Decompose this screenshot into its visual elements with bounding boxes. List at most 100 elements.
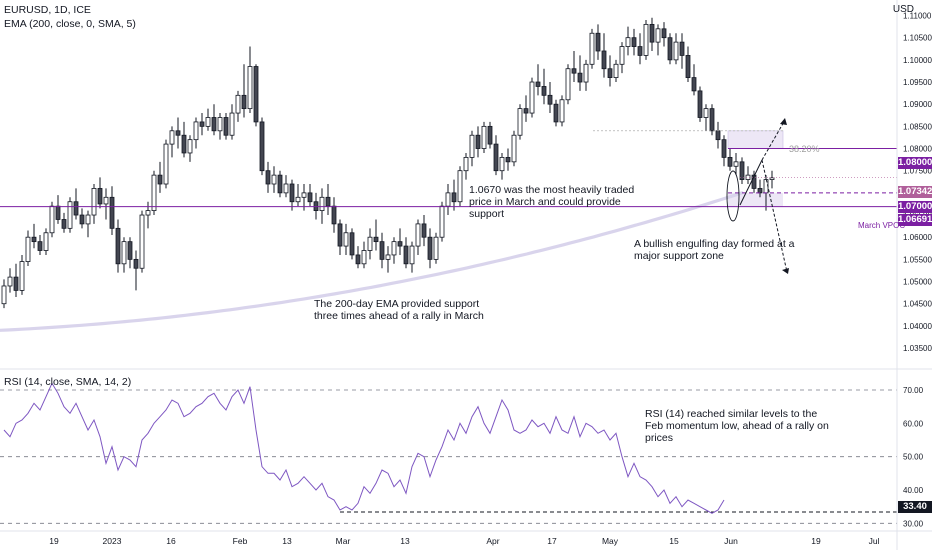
- candle-body: [685, 55, 691, 78]
- candle-body: [319, 196, 325, 212]
- candle-body: [265, 170, 271, 185]
- time-tick-label: 17: [547, 536, 557, 546]
- time-tick-label: 2023: [103, 536, 122, 546]
- candle-body: [697, 90, 703, 118]
- candle-body: [565, 68, 571, 101]
- candle-body: [607, 68, 613, 78]
- candle-body: [241, 94, 247, 110]
- vpoc-label: March VPOC: [858, 221, 906, 230]
- rsi-layer: [0, 382, 897, 524]
- candle-body: [457, 170, 463, 203]
- candle-body: [235, 94, 241, 114]
- drawings-layer: [0, 118, 897, 274]
- candle-body: [673, 41, 679, 61]
- candle-body: [391, 241, 397, 256]
- candle-body: [283, 183, 289, 194]
- candle-body: [745, 174, 751, 180]
- price-tick-label: 1.08500: [903, 122, 932, 131]
- bull-arrowhead: [780, 118, 787, 125]
- candle-body: [349, 232, 355, 256]
- candle-body: [643, 23, 649, 56]
- candle-body: [7, 276, 13, 287]
- price-tag-1-07: 1.07000: [898, 201, 932, 213]
- candle-body: [379, 241, 385, 260]
- candle-body: [691, 77, 697, 92]
- candle-body: [325, 196, 331, 207]
- candle-body: [103, 196, 109, 205]
- candle-body: [361, 250, 367, 265]
- candle-body: [127, 241, 133, 260]
- candle-body: [97, 188, 103, 205]
- candle-body: [307, 192, 313, 203]
- price-tick-label: 1.06000: [903, 233, 932, 242]
- candle-body: [757, 188, 763, 194]
- traded-price-annotation: 1.0670 was the most heavily traded price…: [469, 184, 635, 220]
- bull-path-solid: [739, 159, 763, 206]
- price-tick-label: 1.11000: [903, 12, 932, 21]
- candle-body: [409, 245, 415, 265]
- candle-body: [91, 188, 97, 216]
- candle-body: [403, 245, 409, 265]
- bear-arrowhead: [782, 268, 789, 274]
- symbol-legend[interactable]: EURUSD, 1D, ICE: [4, 4, 91, 16]
- candle-body: [61, 219, 67, 229]
- candle-body: [73, 201, 79, 216]
- candle-body: [637, 46, 643, 56]
- candle-body: [115, 227, 121, 265]
- price-tick-label: 1.04000: [903, 322, 932, 331]
- candle-body: [535, 81, 541, 87]
- price-tick-label: 1.08000: [903, 145, 932, 154]
- candle-body: [79, 214, 85, 225]
- candle-body: [373, 236, 379, 243]
- candle-body: [415, 223, 421, 247]
- candle-body: [151, 174, 157, 212]
- candle-body: [43, 232, 49, 251]
- candle-body: [229, 112, 235, 136]
- candle-body: [271, 174, 277, 185]
- candle-body: [655, 28, 661, 43]
- candle-body: [247, 66, 253, 110]
- candle-body: [439, 205, 445, 238]
- currency-label: USD: [892, 4, 914, 15]
- candle-body: [295, 196, 301, 203]
- ema-200-layer: [0, 191, 744, 332]
- candle-body: [433, 236, 439, 260]
- candle-body: [331, 205, 337, 225]
- price-tick-label: 1.09000: [903, 100, 932, 109]
- engulfing-ellipse: [726, 170, 740, 222]
- candle-body: [577, 72, 583, 83]
- candle-body: [595, 32, 601, 52]
- candle-body: [469, 134, 475, 158]
- candle-body: [427, 236, 433, 260]
- candle-body: [739, 161, 745, 180]
- candle-body: [85, 214, 91, 225]
- candle-body: [559, 99, 565, 123]
- candle-body: [517, 108, 523, 136]
- candle-body: [571, 68, 577, 74]
- candle-body: [67, 201, 73, 229]
- rsi-tick-label: 70.00: [903, 386, 924, 395]
- candle-body: [385, 254, 391, 260]
- candle-body: [337, 223, 343, 247]
- ema-legend[interactable]: EMA (200, close, 0, SMA, 5): [4, 18, 136, 30]
- candle-body: [679, 41, 685, 56]
- candles-layer: [1, 17, 775, 309]
- candle-body: [727, 156, 733, 167]
- support-zone-layer: [727, 130, 784, 207]
- candle-body: [13, 276, 19, 291]
- candle-body: [157, 174, 163, 185]
- price-tick-label: 1.10000: [903, 56, 932, 65]
- ema-200-line: [0, 191, 744, 332]
- candle-body: [31, 236, 37, 243]
- candle-body: [481, 125, 487, 149]
- candle-body: [187, 139, 193, 154]
- ema-support-annotation: The 200-day EMA provided support three t…: [314, 298, 484, 322]
- candle-body: [493, 143, 499, 172]
- rsi-legend[interactable]: RSI (14, close, SMA, 14, 2): [4, 376, 132, 388]
- candle-body: [217, 117, 223, 132]
- time-tick-label: Mar: [336, 536, 351, 546]
- candle-body: [253, 66, 259, 123]
- rsi-tick-label: 60.00: [903, 419, 924, 428]
- candle-body: [463, 156, 469, 172]
- candle-body: [421, 223, 427, 238]
